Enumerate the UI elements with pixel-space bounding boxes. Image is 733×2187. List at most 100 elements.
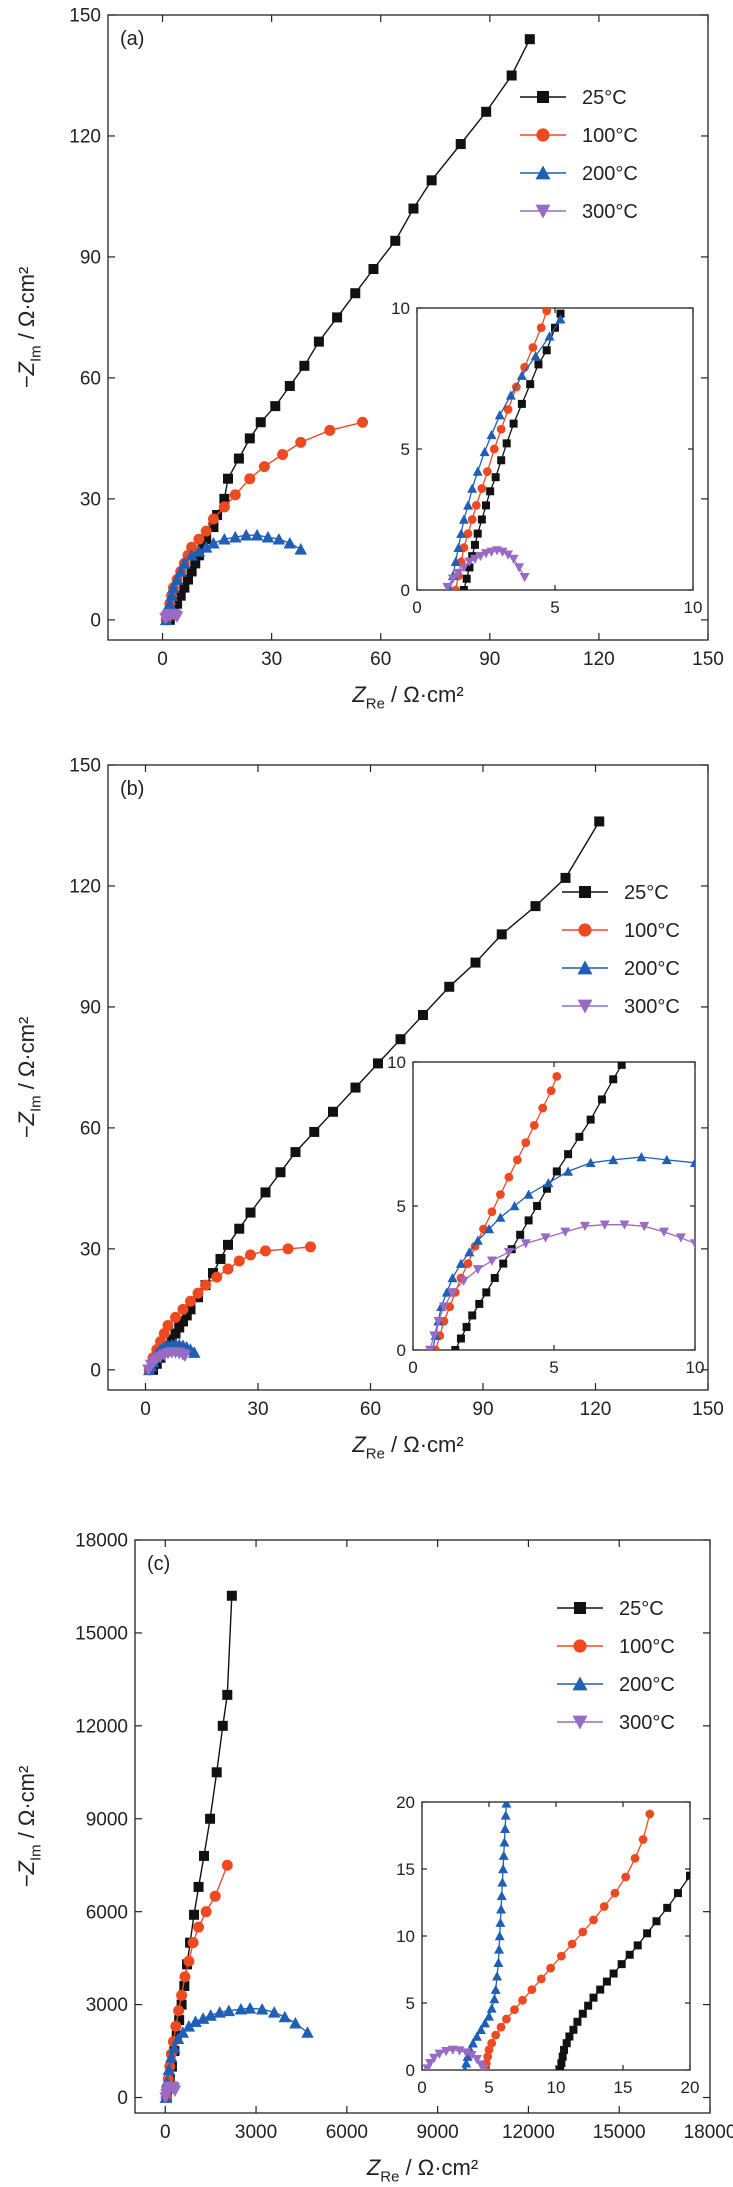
inset-data-point — [578, 2009, 587, 2018]
main-data-point — [260, 1187, 271, 1198]
main-data-point — [284, 380, 295, 391]
inset-data-point — [462, 2051, 473, 2061]
main-data-point — [162, 2063, 176, 2075]
inset-data-point — [494, 1931, 505, 1941]
inset-data-point — [472, 1265, 483, 1275]
legend-marker — [535, 165, 551, 180]
inset-data-point — [429, 2053, 440, 2063]
main-data-point — [267, 2006, 281, 2018]
inset-data-point — [586, 1115, 595, 1124]
main-data-point — [168, 2041, 181, 2054]
panel-label: (b) — [120, 778, 144, 800]
main-data-point — [162, 1319, 174, 1331]
main-x-tick-label: 0 — [160, 2122, 171, 2143]
inset-data-point — [498, 1850, 509, 1860]
y-axis-label: −ZIm / Ω·cm² — [14, 1766, 45, 1888]
main-y-tick-label: 30 — [80, 490, 101, 511]
main-data-point — [560, 872, 571, 883]
y-axis-label: −ZIm / Ω·cm² — [14, 1017, 45, 1139]
inset-data-point — [643, 1929, 652, 1938]
inset-data-point — [560, 1227, 571, 1237]
main-data-point — [258, 461, 270, 473]
main-data-point — [455, 139, 466, 150]
main-data-point — [234, 2002, 248, 2015]
inset-data-point — [552, 1167, 561, 1176]
inset-data-point — [475, 2024, 486, 2035]
inset-plot: 0 5 10 0 5 10 — [387, 1053, 704, 1377]
x-axis-label: ZRe / Ω·cm² — [366, 2155, 478, 2186]
inset-data-point — [578, 1927, 588, 1937]
main-x-tick-label: 30 — [247, 1399, 268, 1420]
main-data-point — [170, 611, 184, 623]
inset-data-point — [521, 1138, 531, 1148]
main-data-point — [192, 545, 206, 557]
legend-label: 200°C — [624, 958, 680, 980]
inset-data-point — [625, 1950, 634, 1959]
inset-data-point — [456, 528, 467, 538]
inset-data-point — [520, 1239, 531, 1249]
main-x-tick-label: 120 — [583, 649, 615, 670]
inset-data-point — [503, 405, 513, 414]
legend-label: 100°C — [582, 125, 638, 147]
main-data-point — [357, 416, 369, 428]
inset-data-point — [621, 1872, 631, 1882]
inset-data-point — [502, 2014, 511, 2024]
inset-data-point — [638, 1835, 648, 1844]
inset-data-point — [589, 1993, 598, 2002]
inset-data-point — [512, 1155, 522, 1165]
inset-data-point — [503, 1247, 514, 1258]
inset-x-tick-label: 5 — [550, 598, 559, 617]
legend: 25°C 100°C 200°C 300°C — [557, 1598, 675, 1734]
main-data-point — [199, 1850, 209, 1861]
main-data-point — [294, 543, 307, 555]
inset-data-point — [458, 1276, 469, 1286]
inset-data-point — [483, 2052, 493, 2062]
main-data-point — [178, 1350, 192, 1362]
legend-label: 25°C — [619, 1598, 664, 1620]
main-data-point — [186, 566, 197, 577]
inset-data-point — [584, 2001, 593, 2010]
main-data-point — [170, 2020, 182, 2032]
inset-data-point — [495, 1917, 506, 1927]
main-y-tick-label: 18000 — [75, 1531, 128, 1552]
main-data-point — [200, 1279, 211, 1291]
inset-data-point — [453, 568, 464, 579]
main-data-point — [506, 70, 517, 81]
inset-data-point — [565, 2032, 574, 2041]
inset-data-point — [516, 370, 527, 380]
main-data-point — [179, 582, 190, 593]
inset-data-point — [486, 2003, 497, 2013]
inset-data-point — [487, 1207, 497, 1217]
main-data-point — [179, 1971, 191, 1983]
legend-marker — [537, 91, 549, 103]
inset-data-point — [617, 1062, 626, 1069]
main-data-point — [165, 589, 178, 601]
inset-data-point — [609, 1075, 618, 1084]
main-data-point — [215, 1253, 226, 1264]
inset-data-point — [596, 1985, 605, 1994]
main-data-point — [213, 2006, 226, 2018]
main-data-point — [282, 1243, 294, 1255]
inset-data-point — [473, 529, 482, 538]
main-y-tick-label: 0 — [117, 2088, 128, 2109]
inset-data-point — [557, 2059, 566, 2068]
main-data-point — [174, 1322, 185, 1333]
main-data-point — [426, 175, 437, 186]
main-data-point — [193, 533, 205, 545]
inset-data-point — [490, 1274, 499, 1282]
inset-data-point — [544, 331, 555, 341]
main-data-point — [200, 525, 212, 537]
main-x-tick-label: 18000 — [684, 2122, 733, 2143]
main-data-point — [188, 1346, 201, 1358]
main-data-point — [222, 1689, 233, 1700]
main-data-point — [185, 1304, 196, 1315]
inset-data-point — [442, 582, 453, 590]
inset-data-point — [555, 314, 566, 324]
main-y-tick-label: 90 — [80, 998, 101, 1019]
inset-data-point — [463, 500, 474, 510]
main-data-point — [207, 513, 219, 525]
inset-data-point — [575, 1132, 584, 1141]
inset-data-point — [469, 554, 480, 564]
inset-data-point — [479, 2018, 490, 2028]
x-axis-label: ZRe / Ω·cm² — [351, 1432, 463, 1463]
